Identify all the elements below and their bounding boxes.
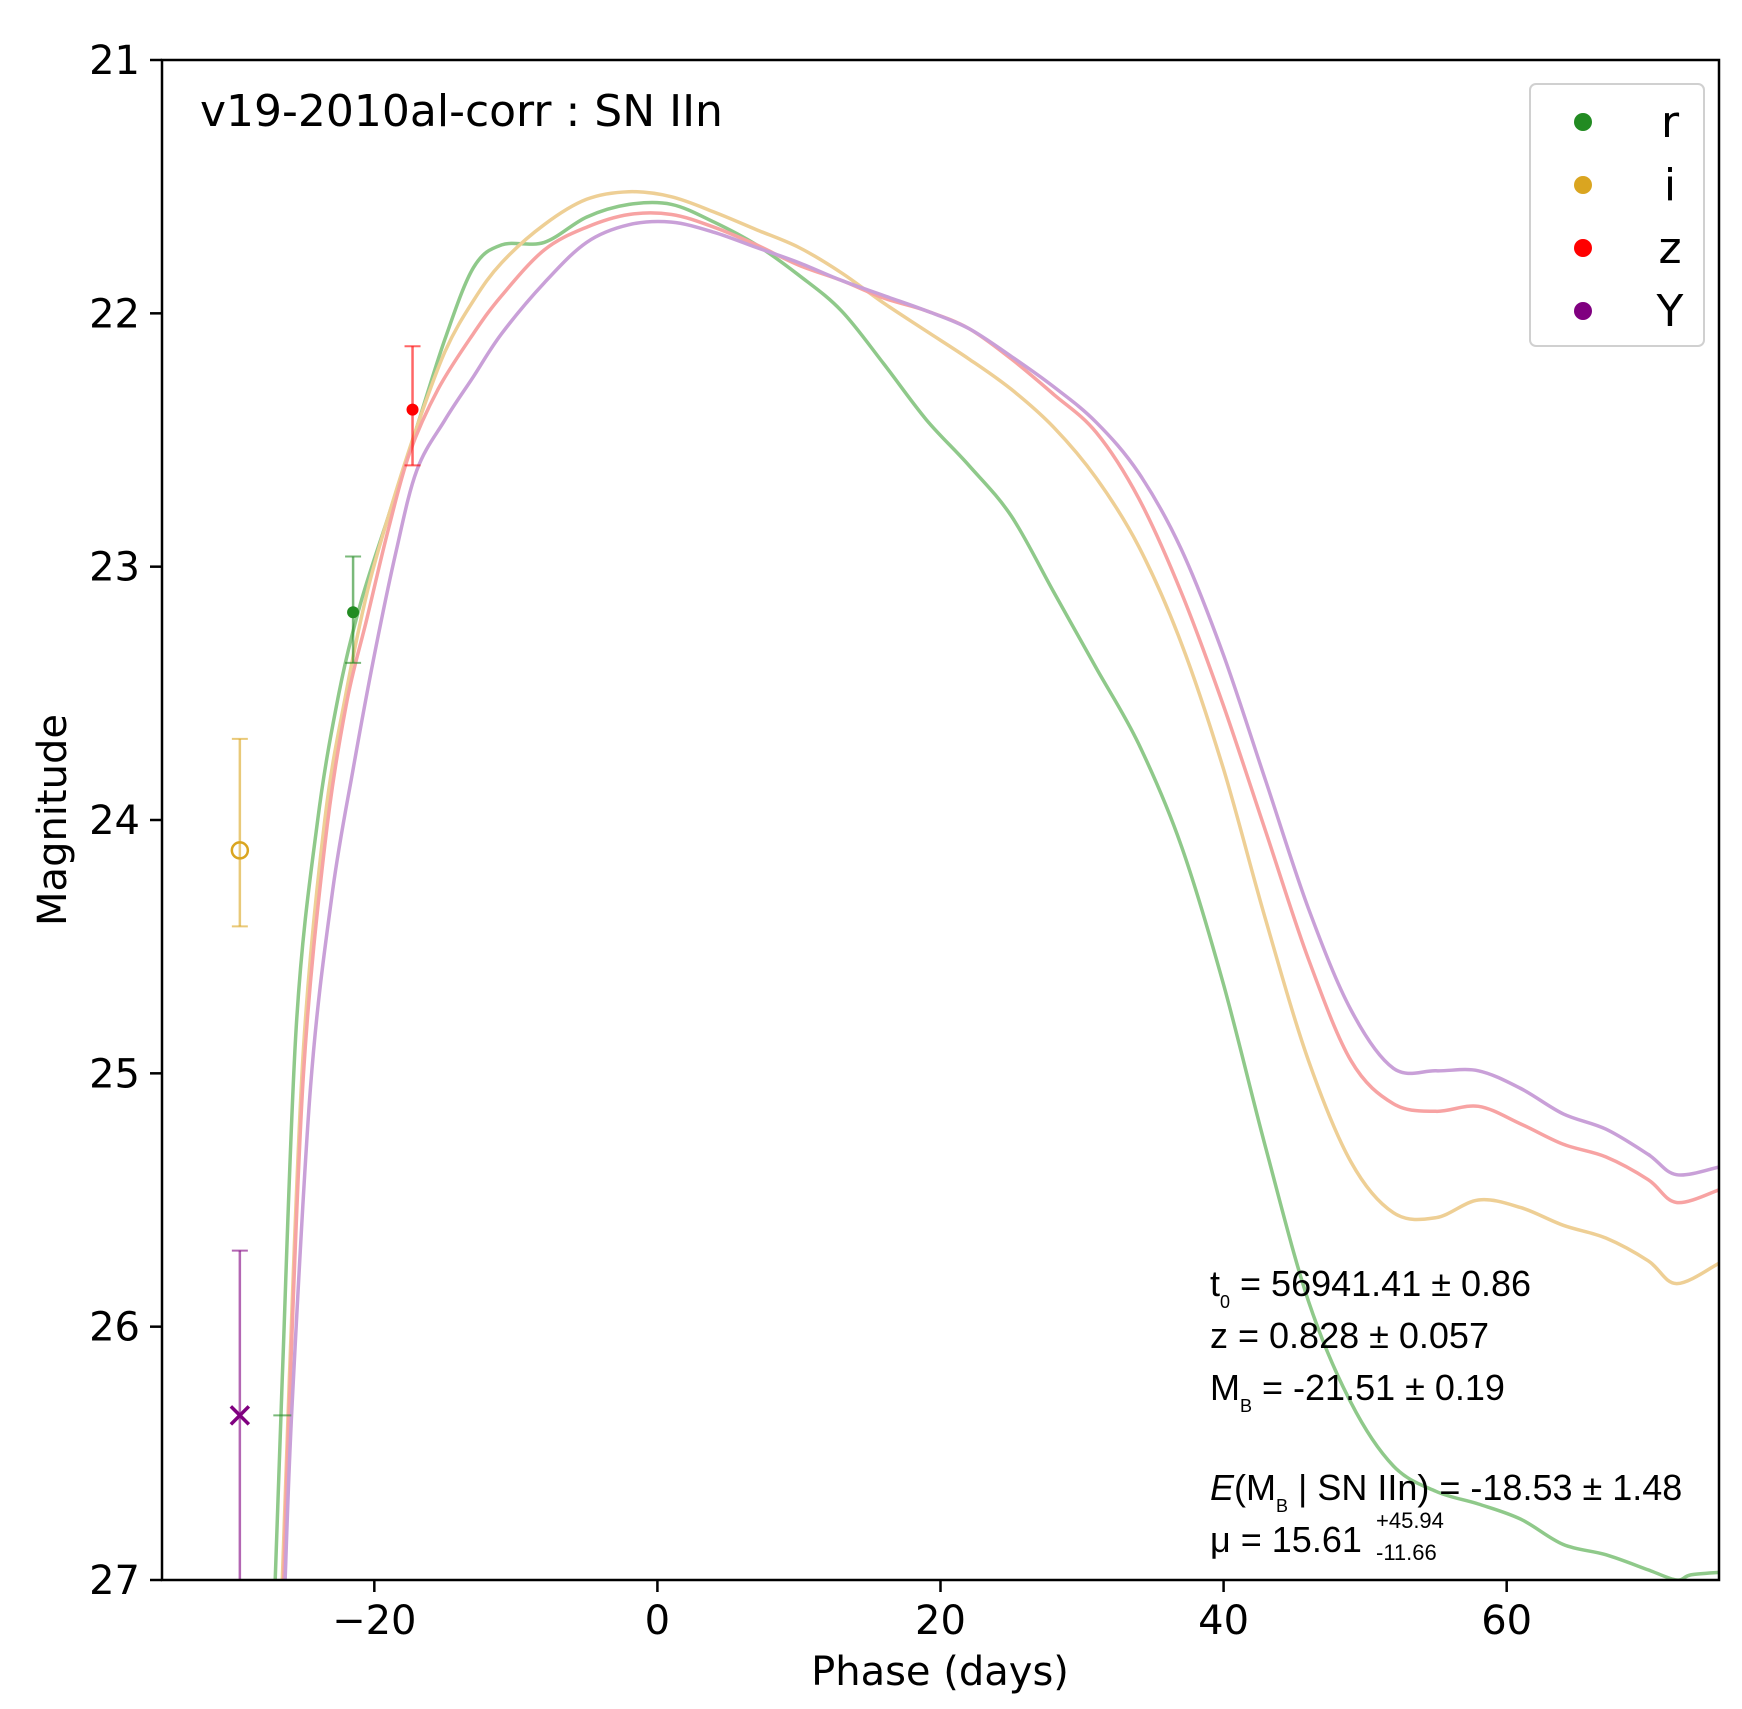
expected-mb-annotation: E(MB | SN IIn) = -18.53 ± 1.48 (1210, 1467, 1682, 1516)
x-axis: −20 0 20 40 60 (332, 1580, 1532, 1644)
fit-annotations: t0 = 56941.41 ± 0.86 z = 0.828 ± 0.057 M… (1210, 1263, 1682, 1565)
y-tick-label: 22 (89, 291, 140, 337)
points-layer (229, 345, 421, 1580)
x-tick-label: 0 (645, 1598, 670, 1644)
point-marker (229, 1405, 251, 1426)
point-marker (347, 606, 360, 619)
y-tick-label: 27 (89, 1558, 140, 1604)
distance-modulus-upper: +45.94 (1376, 1508, 1444, 1533)
redshift-annotation: z = 0.828 ± 0.057 (1210, 1315, 1489, 1356)
mb-annotation: MB = -21.51 ± 0.19 (1210, 1367, 1505, 1416)
legend-item-Y: Y (1574, 286, 1684, 337)
y-tick-label: 25 (89, 1051, 140, 1097)
legend-item-r: r (1574, 97, 1680, 148)
distance-modulus-annotation: μ = 15.61 (1210, 1519, 1362, 1560)
y-tick-label: 24 (89, 798, 140, 844)
y-tick-label: 23 (89, 545, 140, 591)
data-point-i-2 (230, 737, 250, 928)
legend-label: i (1664, 160, 1676, 211)
x-tick-label: 20 (915, 1598, 966, 1644)
x-tick-label: 60 (1481, 1598, 1532, 1644)
series-line-z (281, 211, 1719, 1580)
legend-box (1529, 83, 1705, 347)
data-point-Y-3 (229, 1249, 251, 1580)
legend-marker (1574, 302, 1592, 320)
y-axis-title: Magnitude (30, 714, 76, 926)
legend-marker (1574, 239, 1592, 257)
legend-item-i: i (1574, 160, 1676, 211)
data-point-r-0 (345, 555, 362, 664)
y-axis: 21 22 23 24 25 26 27 (89, 38, 162, 1604)
legend-label: r (1661, 97, 1680, 148)
distance-modulus-lower: -11.66 (1376, 1540, 1437, 1565)
x-tick-label: −20 (332, 1598, 416, 1644)
legend-marker (1574, 113, 1592, 131)
series-line-Y (283, 219, 1719, 1580)
series-line-r (273, 200, 1719, 1580)
point-marker (406, 403, 419, 416)
t0-annotation: t0 = 56941.41 ± 0.86 (1210, 1263, 1531, 1312)
y-tick-label: 26 (89, 1305, 140, 1351)
legend-item-z: z (1574, 223, 1682, 274)
legend-marker (1574, 176, 1592, 194)
chart-title: v19-2010al-corr : SN IIn (200, 86, 723, 137)
point-marker (230, 841, 250, 860)
x-tick-label: 40 (1198, 1598, 1249, 1644)
y-tick-label: 21 (89, 38, 140, 84)
legend-label: z (1658, 223, 1681, 274)
data-point-z-1 (404, 345, 421, 467)
x-axis-title: Phase (days) (811, 1649, 1069, 1695)
legend-label: Y (1656, 286, 1684, 337)
